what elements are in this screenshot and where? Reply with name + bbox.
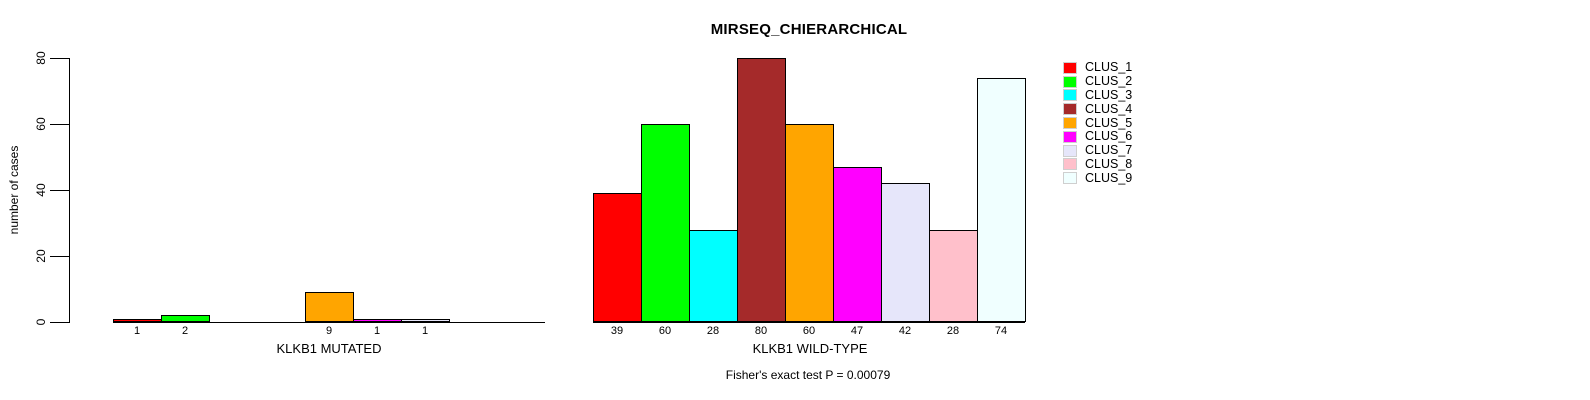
legend-swatch-clus_2 [1063, 75, 1077, 88]
legend-swatch-clus_7 [1063, 144, 1077, 157]
bar-clus_1 [593, 193, 642, 322]
legend-swatch-clus_6 [1063, 130, 1077, 143]
bar-value-label: 28 [706, 325, 720, 337]
fisher-test-caption: Fisher's exact test P = 0.00079 [725, 368, 891, 382]
bar-clus_9 [977, 78, 1026, 322]
bar-clus_7 [881, 183, 930, 322]
bar-clus_3 [689, 230, 738, 322]
legend-item: CLUS_5 [1063, 116, 1132, 130]
bar-value-label: 28 [946, 325, 960, 337]
legend-swatch-clus_4 [1063, 103, 1077, 116]
wildtype-group-label: KLKB1 WILD-TYPE [752, 341, 868, 356]
bar-clus_1 [113, 319, 162, 322]
bar-value-label: 47 [850, 325, 864, 337]
legend-label: CLUS_4 [1085, 101, 1133, 116]
legend-item: CLUS_2 [1063, 75, 1132, 89]
mutated-group-label: KLKB1 MUTATED [276, 341, 382, 356]
x-axis-baseline [593, 322, 1025, 323]
legend-item: CLUS_8 [1063, 156, 1133, 172]
legend-swatch-clus_9 [1063, 172, 1077, 185]
legend-label: CLUS_3 [1085, 87, 1133, 102]
bar-value-label: 1 [133, 325, 141, 337]
y-axis-tick [50, 124, 69, 125]
bar-clus_8 [929, 230, 978, 322]
legend-label: CLUS_1 [1085, 60, 1133, 75]
legend: CLUS_1 CLUS_2 CLUS_3 CLUS_4 CLUS_5 CLUS_6 CLUS… [1063, 61, 1132, 185]
bar-value-label: 1 [373, 325, 381, 337]
bar-value-label: 1 [421, 325, 429, 337]
chart-title: MIRSEQ_CHIERARCHICAL [710, 21, 908, 38]
legend-swatch-clus_3 [1063, 89, 1077, 102]
bar-value-label: 60 [802, 325, 816, 337]
legend-swatch-clus_1 [1063, 61, 1077, 74]
bar-value-label: 74 [994, 325, 1008, 337]
bar-value-label: 9 [325, 325, 333, 337]
legend-swatch-clus_5 [1063, 117, 1077, 130]
y-axis-tick [50, 256, 69, 257]
legend-label: CLUS_8 [1085, 156, 1133, 171]
y-axis-label: number of cases [7, 145, 21, 235]
legend-label: CLUS_9 [1085, 170, 1133, 185]
legend-item: CLUS_4 [1063, 102, 1132, 116]
legend-label: CLUS_6 [1085, 129, 1133, 144]
bar-clus_6 [353, 319, 402, 322]
bar-value-label: 60 [658, 325, 672, 337]
bar-value-label: 39 [610, 325, 624, 337]
y-axis-tick-label: 80 [34, 51, 48, 65]
y-axis-tick [50, 322, 69, 323]
legend-item: CLUS_6 [1063, 130, 1132, 144]
y-axis-tick [50, 58, 69, 59]
bar-clus_6 [833, 167, 882, 322]
bar-clus_4 [737, 58, 786, 322]
bar-clus_7 [401, 319, 450, 322]
y-axis-line [69, 58, 70, 323]
legend-label: CLUS_7 [1085, 143, 1133, 158]
bar-clus_5 [785, 124, 834, 322]
bar-value-label: 80 [754, 325, 768, 337]
legend-item: CLUS_1 [1063, 61, 1132, 75]
bar-value-label: 42 [898, 325, 912, 337]
bar-clus_2 [641, 124, 690, 322]
legend-label: CLUS_2 [1085, 74, 1133, 89]
bar-value-label: 2 [181, 325, 189, 337]
y-axis-tick [50, 190, 69, 191]
legend-swatch-clus_8 [1063, 158, 1077, 171]
legend-label: CLUS_5 [1085, 115, 1133, 130]
legend-item: CLUS_9 [1063, 171, 1132, 185]
bar-clus_2 [161, 315, 210, 322]
bar-clus_5 [305, 292, 354, 322]
legend-item: CLUS_3 [1063, 87, 1133, 103]
legend-item: CLUS_7 [1063, 144, 1132, 158]
x-axis-baseline [113, 322, 545, 323]
